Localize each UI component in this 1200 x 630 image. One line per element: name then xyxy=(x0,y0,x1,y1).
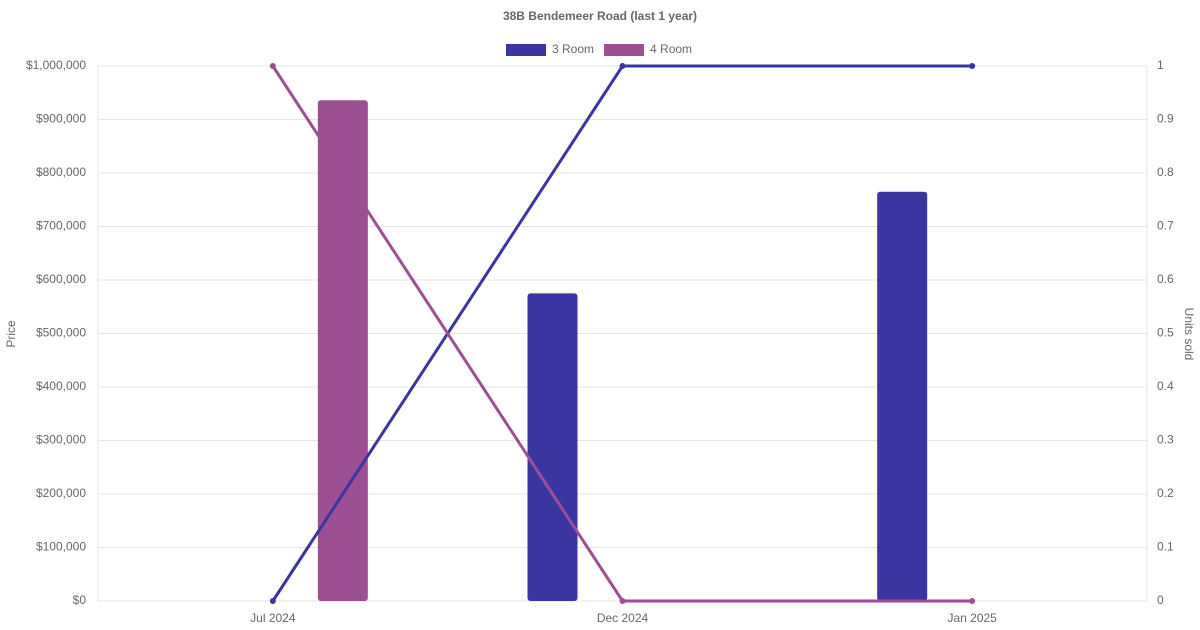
point xyxy=(619,63,626,69)
y2-tick-label: 0.6 xyxy=(1157,272,1174,286)
y2-tick-label: 0.3 xyxy=(1157,433,1174,447)
y2-tick-label: 0.9 xyxy=(1157,112,1174,126)
point xyxy=(619,598,626,604)
point xyxy=(969,63,976,69)
y-tick-label: $600,000 xyxy=(36,272,86,286)
x-tick-label: Jan 2025 xyxy=(947,611,997,625)
y-tick-label: $700,000 xyxy=(36,219,86,233)
x-tick-label: Jul 2024 xyxy=(250,611,296,625)
y-tick-label: $500,000 xyxy=(36,326,86,340)
bar xyxy=(527,293,578,601)
point xyxy=(969,598,976,604)
y-tick-label: $100,000 xyxy=(36,540,86,554)
y-tick-label: $1,000,000 xyxy=(26,58,86,72)
y2-tick-label: 0.7 xyxy=(1157,219,1174,233)
y2-tick-label: 0.4 xyxy=(1157,379,1174,393)
y-tick-label: $400,000 xyxy=(36,379,86,393)
legend-swatch xyxy=(506,44,546,56)
y2-axis-title: Units sold xyxy=(1182,308,1196,361)
bar xyxy=(877,191,928,601)
x-tick-label: Dec 2024 xyxy=(597,611,649,625)
y-tick-label: $900,000 xyxy=(36,112,86,126)
y2-tick-label: 1 xyxy=(1157,58,1164,72)
legend-label: 3 Room xyxy=(552,42,594,56)
legend-swatch xyxy=(604,44,645,56)
point xyxy=(269,63,276,69)
y-axis-title: Price xyxy=(4,320,18,348)
point xyxy=(269,598,276,604)
legend-label: 4 Room xyxy=(650,42,692,56)
y2-tick-label: 0.1 xyxy=(1157,540,1174,554)
y2-tick-label: 0 xyxy=(1157,593,1164,607)
y-tick-label: $200,000 xyxy=(36,486,86,500)
chart-title: 38B Bendemeer Road (last 1 year) xyxy=(503,9,697,23)
y2-tick-label: 0.2 xyxy=(1157,486,1174,500)
y-tick-label: $0 xyxy=(73,593,87,607)
y-tick-label: $800,000 xyxy=(36,165,86,179)
y2-tick-label: 0.8 xyxy=(1157,165,1174,179)
y2-tick-label: 0.5 xyxy=(1157,326,1174,340)
y-tick-label: $300,000 xyxy=(36,433,86,447)
